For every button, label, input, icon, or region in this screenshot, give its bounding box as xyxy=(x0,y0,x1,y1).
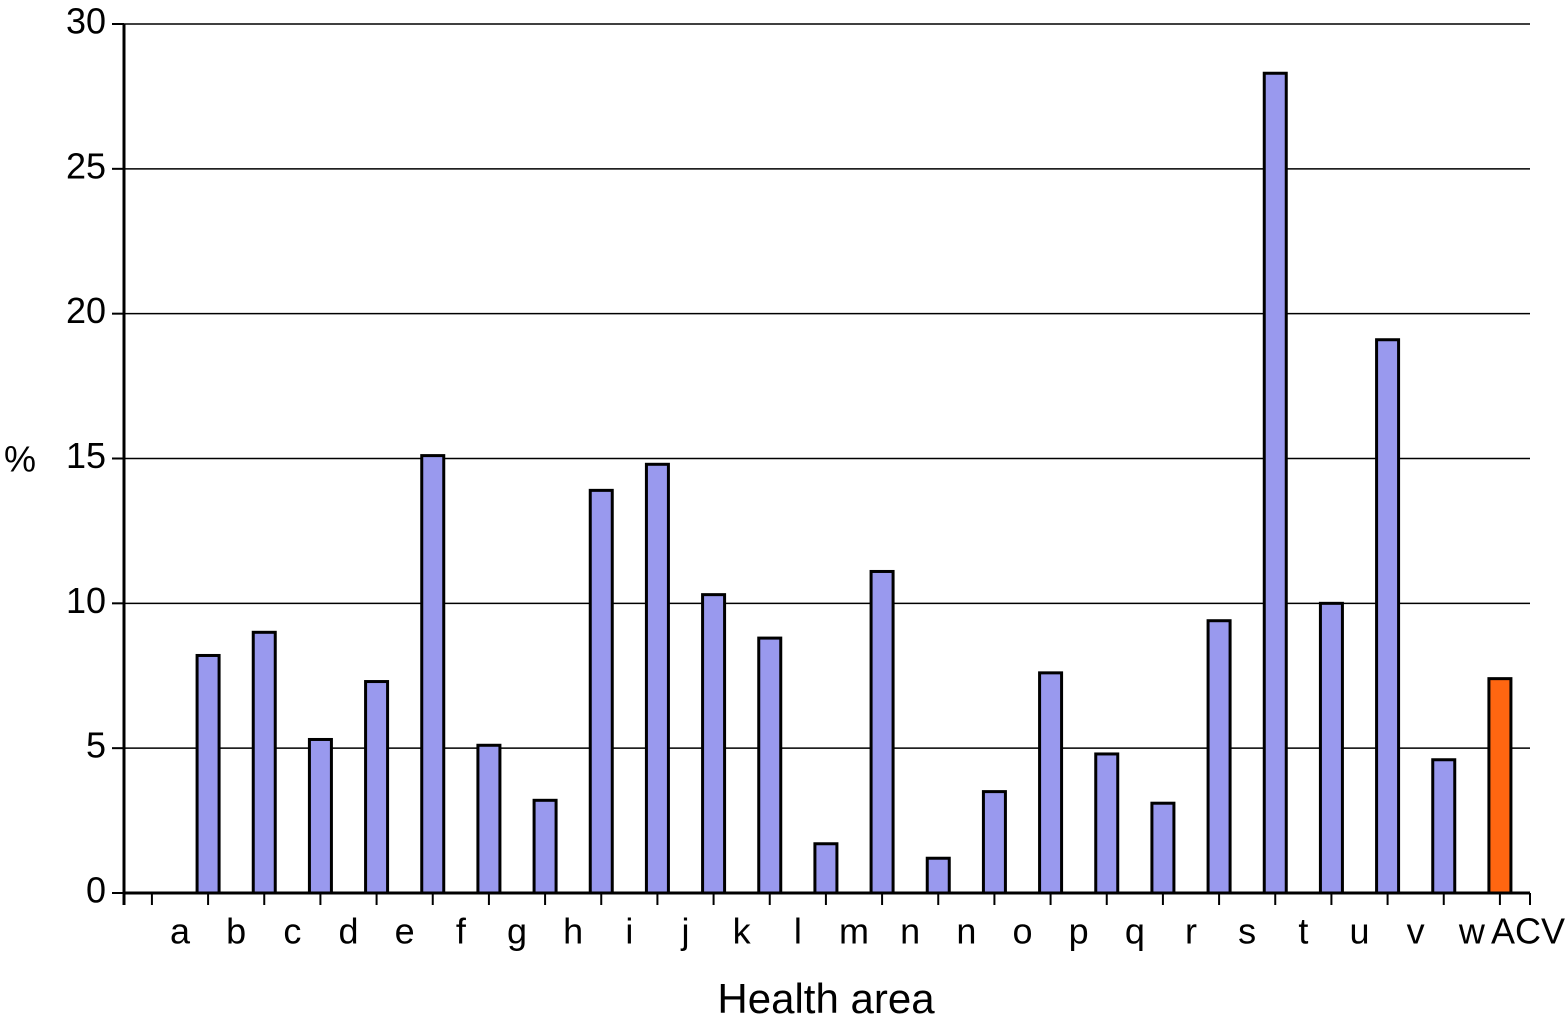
x-tick-label: t xyxy=(1298,911,1308,952)
bar xyxy=(1094,752,1120,895)
bar xyxy=(1150,801,1176,895)
x-tick-label: o xyxy=(1012,911,1032,952)
bar xyxy=(251,630,277,895)
bar xyxy=(1318,601,1344,895)
bar xyxy=(1431,758,1457,895)
x-tick-label: d xyxy=(338,911,358,952)
bar xyxy=(701,593,727,895)
bar xyxy=(813,842,839,895)
x-tick-label: s xyxy=(1238,911,1256,952)
y-tick-label: 5 xyxy=(86,725,106,766)
bar xyxy=(869,569,895,895)
bar xyxy=(1375,338,1401,895)
x-tick-label: n xyxy=(900,911,920,952)
y-axis-label: % xyxy=(4,439,36,480)
x-tick-label: f xyxy=(456,911,467,952)
y-tick-label: 25 xyxy=(66,145,106,186)
x-tick-label: n xyxy=(956,911,976,952)
x-tick-label: l xyxy=(794,911,802,952)
bar xyxy=(588,488,614,895)
bar xyxy=(981,790,1007,895)
bar xyxy=(476,743,502,895)
bar xyxy=(1487,677,1513,895)
x-tick-label: r xyxy=(1185,911,1197,952)
bar xyxy=(757,636,783,895)
x-tick-label: h xyxy=(563,911,583,952)
bar xyxy=(925,856,951,895)
bar xyxy=(644,462,670,895)
bar xyxy=(1206,619,1232,895)
x-tick-label: u xyxy=(1349,911,1369,952)
bar xyxy=(1262,71,1288,895)
x-tick-label: q xyxy=(1125,911,1145,952)
y-tick-label: 30 xyxy=(66,1,106,42)
x-tick-label: i xyxy=(625,911,633,952)
x-tick-label: j xyxy=(681,911,690,952)
x-tick-label: k xyxy=(733,911,752,952)
x-tick-label: a xyxy=(170,911,191,952)
x-tick-label: ACV xyxy=(1491,911,1565,952)
y-tick-label: 0 xyxy=(86,870,106,911)
y-tick-label: 10 xyxy=(66,580,106,621)
bar xyxy=(364,680,390,895)
y-tick-label: 20 xyxy=(66,290,106,331)
bar xyxy=(420,454,446,895)
x-axis-label: Health area xyxy=(717,975,935,1022)
x-tick-label: e xyxy=(395,911,415,952)
x-tick-label: g xyxy=(507,911,527,952)
bar xyxy=(1038,671,1064,895)
y-tick-label: 15 xyxy=(66,435,106,476)
x-tick-label: w xyxy=(1458,911,1486,952)
x-tick-label: m xyxy=(839,911,869,952)
x-tick-label: v xyxy=(1407,911,1425,952)
x-tick-label: c xyxy=(283,911,301,952)
bar xyxy=(307,737,333,895)
x-tick-label: b xyxy=(226,911,246,952)
bar xyxy=(195,653,221,895)
x-tick-label: p xyxy=(1069,911,1089,952)
bar xyxy=(532,798,558,895)
